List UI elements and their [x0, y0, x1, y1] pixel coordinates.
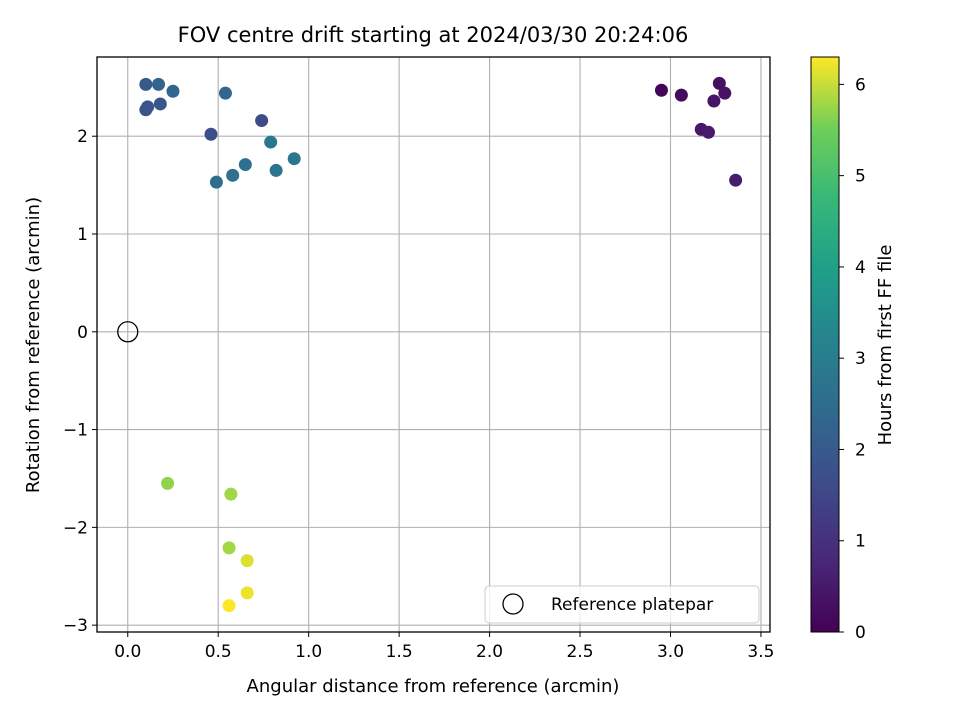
- y-tick-label: 1: [77, 225, 88, 245]
- data-point: [255, 114, 269, 128]
- data-point: [222, 541, 236, 555]
- data-point: [718, 86, 732, 100]
- data-point: [240, 554, 254, 568]
- y-tick-label: −2: [63, 518, 88, 538]
- x-tick-label: 3.5: [747, 642, 774, 662]
- legend: Reference platepar: [484, 585, 760, 624]
- data-point: [218, 86, 232, 100]
- x-tick-label: 1.5: [386, 642, 413, 662]
- x-axis-ticks: 0.0 0.5 1.0 1.5 2.0 2.5 3.0 3.5: [114, 632, 774, 662]
- colorbar-tick-label: 2: [855, 440, 866, 460]
- legend-marker-reference: [502, 593, 524, 615]
- legend-label-reference: Reference platepar: [551, 595, 713, 615]
- x-tick-label: 2.5: [567, 642, 594, 662]
- data-point: [226, 168, 240, 182]
- colorbar-tick-label: 0: [855, 623, 866, 643]
- data-point: [161, 476, 175, 490]
- data-point: [654, 83, 668, 97]
- colorbar-tick-label: 1: [855, 532, 866, 552]
- y-tick-label: −1: [63, 421, 88, 441]
- x-tick-label: 1.0: [295, 642, 322, 662]
- reference-point: [117, 321, 139, 343]
- data-point: [204, 127, 218, 141]
- colorbar-tick-label: 4: [855, 258, 866, 278]
- data-point: [166, 84, 180, 98]
- colorbar-label: Hours from first FF file: [875, 245, 896, 446]
- colorbar-ticks: 0 1 2 3 4 5 6: [839, 75, 866, 643]
- data-point: [701, 125, 715, 139]
- legend-box: [484, 585, 760, 624]
- x-axis-label: Angular distance from reference (arcmin): [247, 676, 620, 697]
- chart-title: FOV centre drift starting at 2024/03/30 …: [178, 23, 689, 47]
- x-tick-label: 0.5: [205, 642, 232, 662]
- data-point: [287, 152, 301, 166]
- grid: [97, 57, 770, 632]
- plot-area: 0.0 0.5 1.0 1.5 2.0 2.5 3.0 3.5 −3 −2 −1 0 1 2: [63, 56, 774, 662]
- data-point: [712, 76, 726, 90]
- data-point: [222, 599, 236, 613]
- data-point: [238, 158, 252, 172]
- data-point: [729, 173, 743, 187]
- data-point: [707, 94, 721, 108]
- colorbar-tick-label: 5: [855, 167, 866, 187]
- data-point: [209, 175, 223, 189]
- data-point: [240, 586, 254, 600]
- data-point: [674, 88, 688, 102]
- y-axis-label: Rotation from reference (arcmin): [23, 197, 44, 493]
- data-point: [224, 487, 238, 501]
- y-tick-label: 0: [77, 323, 88, 343]
- x-tick-label: 2.0: [476, 642, 503, 662]
- data-point: [269, 163, 283, 177]
- y-tick-label: 2: [77, 127, 88, 147]
- data-point: [264, 135, 278, 149]
- y-axis-ticks: −3 −2 −1 0 1 2: [63, 127, 97, 636]
- colorbar-tick-label: 3: [855, 349, 866, 369]
- y-tick-label: −3: [63, 616, 88, 636]
- colorbar-tick-label: 6: [855, 75, 866, 95]
- colorbar: 0 1 2 3 4 5 6 Hours from first FF file: [810, 56, 896, 643]
- data-point: [141, 100, 155, 114]
- data-point: [139, 77, 153, 91]
- data-point: [153, 97, 167, 111]
- data-points: [117, 76, 743, 613]
- x-tick-label: 0.0: [114, 642, 141, 662]
- colorbar-gradient: [810, 56, 840, 633]
- plot-frame: [96, 56, 771, 633]
- data-point: [152, 77, 166, 91]
- x-tick-label: 3.0: [657, 642, 684, 662]
